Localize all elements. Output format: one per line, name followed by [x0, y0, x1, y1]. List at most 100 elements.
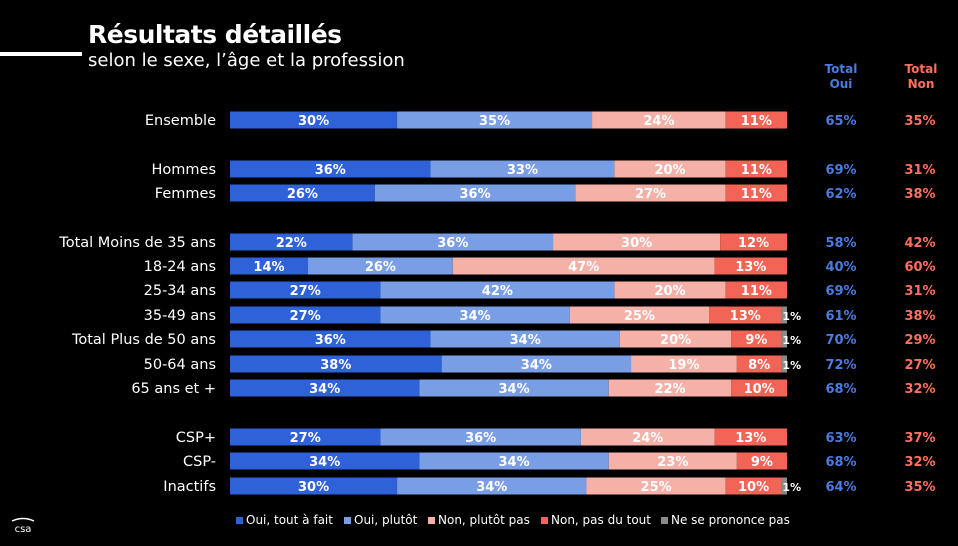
bar-segment [725, 160, 787, 178]
data-label: 13% [735, 431, 766, 446]
bar-segment [419, 379, 609, 397]
row-label: Ensemble [145, 113, 216, 129]
data-label: 34% [499, 382, 530, 397]
bar-segment [397, 477, 587, 495]
total-oui-value: 65% [825, 114, 856, 129]
logo-text: csa [15, 524, 32, 535]
data-label: 27% [290, 309, 321, 324]
bar-segment [230, 160, 431, 178]
bar-segment [725, 477, 782, 495]
data-label: 47% [568, 260, 599, 275]
bar-segment [569, 306, 710, 324]
total-non-value: 35% [904, 114, 935, 129]
data-label: 27% [290, 284, 321, 299]
bar-segment [430, 330, 620, 348]
bar-segment [374, 184, 576, 202]
row-label: 65 ans et + [131, 381, 216, 397]
total-non-value: 37% [904, 431, 935, 446]
total-non-value: 32% [904, 382, 935, 397]
data-label: 11% [741, 114, 772, 129]
data-label: 34% [460, 309, 491, 324]
data-label: 35% [479, 114, 510, 129]
bar-segment [614, 281, 726, 299]
bar-segment [781, 330, 787, 348]
bar-segment [230, 330, 431, 348]
data-label: 36% [465, 431, 496, 446]
data-label: 12% [738, 236, 769, 251]
bar-segment [608, 452, 737, 470]
bar-segment [731, 379, 787, 397]
bar-segment [725, 184, 787, 202]
data-label: 20% [654, 163, 685, 178]
total-non-header: Total Non [904, 62, 938, 91]
csa-logo-icon: csa [11, 517, 35, 535]
data-label: 10% [738, 480, 769, 495]
data-label: 24% [643, 114, 674, 129]
total-oui-value: 72% [825, 358, 856, 373]
data-label: 26% [287, 187, 318, 202]
bar-segment [725, 281, 787, 299]
row-label: Total Moins de 35 ans [58, 235, 216, 251]
bar-segment [631, 355, 737, 373]
bar-segment [725, 111, 787, 129]
data-label: 26% [365, 260, 396, 275]
legend-label: Ne se prononce pas [671, 513, 790, 527]
total-non-value: 38% [904, 187, 935, 202]
data-label: 22% [276, 236, 307, 251]
data-label: 23% [657, 455, 688, 470]
row-label: Inactifs [163, 479, 216, 495]
bar-segment [230, 184, 375, 202]
data-label: 22% [654, 382, 685, 397]
legend-label: Oui, tout à fait [246, 513, 333, 527]
data-label: 9% [751, 455, 773, 470]
data-label: 36% [460, 187, 491, 202]
data-label: 34% [309, 455, 340, 470]
total-oui-value: 68% [825, 455, 856, 470]
title-rule [0, 52, 82, 56]
data-label-nsp: 1% [782, 481, 801, 494]
row-label: 25-34 ans [144, 283, 216, 299]
bar-segment [731, 330, 782, 348]
bar-segment [720, 233, 787, 251]
bar-segment [380, 281, 615, 299]
bar-segment [619, 330, 732, 348]
row-label: Femmes [155, 186, 216, 202]
legend-swatch [541, 517, 548, 524]
total-non-value: 60% [904, 260, 935, 275]
bar-segment [397, 111, 593, 129]
data-label: 19% [668, 358, 699, 373]
bar-segment [781, 306, 787, 324]
bar-segment [714, 257, 787, 275]
total-oui-value: 68% [825, 382, 856, 397]
data-label: 11% [741, 187, 772, 202]
data-label-nsp: 1% [782, 310, 801, 323]
bar-segment [230, 111, 398, 129]
bar-segment [380, 428, 581, 446]
bar-segment [608, 379, 732, 397]
bar-segment [380, 306, 570, 324]
bar-segment [553, 233, 721, 251]
total-non-value: 35% [904, 480, 935, 495]
data-label-nsp: 1% [782, 334, 801, 347]
row-label: Hommes [152, 162, 217, 178]
total-non-value: 38% [904, 309, 935, 324]
data-label: 24% [632, 431, 663, 446]
data-label: 25% [624, 309, 655, 324]
data-label: 33% [507, 163, 538, 178]
data-label: 10% [744, 382, 775, 397]
data-label: 8% [748, 358, 770, 373]
total-non-value: 27% [904, 358, 935, 373]
total-oui-value: 61% [825, 309, 856, 324]
bar-segment [736, 452, 787, 470]
bar-segment [441, 355, 632, 373]
row-label: 35-49 ans [144, 308, 216, 324]
bar-segment [230, 428, 381, 446]
legend-label: Non, pas du tout [551, 513, 651, 527]
legend-swatch [236, 517, 243, 524]
bar-segment [230, 233, 353, 251]
total-oui-value: 70% [825, 333, 856, 348]
data-label: 36% [437, 236, 468, 251]
total-non-value: 29% [904, 333, 935, 348]
data-label: 14% [253, 260, 284, 275]
bar-segment [230, 281, 381, 299]
